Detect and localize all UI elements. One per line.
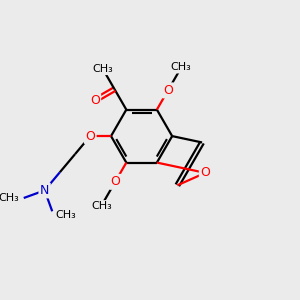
Text: N: N: [40, 184, 49, 197]
Text: O: O: [200, 167, 210, 179]
Text: CH₃: CH₃: [171, 62, 192, 72]
Text: CH₃: CH₃: [55, 211, 76, 220]
Text: CH₃: CH₃: [92, 64, 113, 74]
Text: CH₃: CH₃: [92, 202, 112, 212]
Text: O: O: [90, 94, 100, 107]
Text: O: O: [85, 130, 95, 142]
Text: O: O: [110, 175, 120, 188]
Text: CH₃: CH₃: [0, 193, 20, 203]
Text: O: O: [163, 84, 173, 97]
